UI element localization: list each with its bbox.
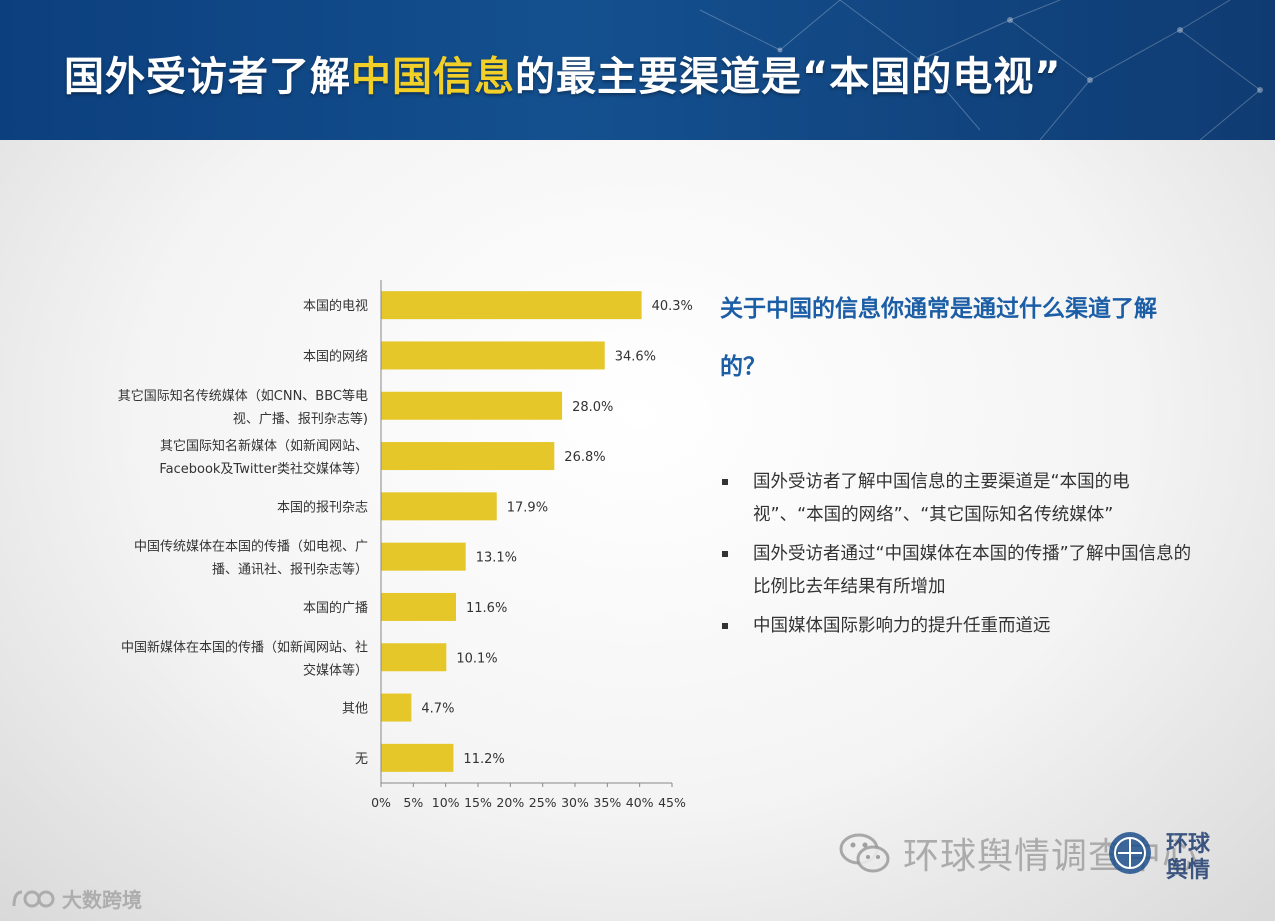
x-tick-label: 20%	[496, 795, 524, 810]
data-label: 11.2%	[463, 752, 504, 767]
x-tick-label: 10%	[432, 795, 460, 810]
brand-logo-icon	[12, 890, 55, 907]
bar	[381, 643, 447, 672]
category-label: 本国的电视	[303, 298, 368, 314]
bar	[381, 291, 642, 320]
wechat-icon	[839, 833, 890, 873]
bar	[381, 743, 454, 772]
category-label: 其它国际知名新媒体（如新闻网站、	[160, 438, 368, 454]
bar	[381, 492, 497, 521]
bar-chart: 40.3% 本国的电视 34.6% 本国的网络 28.0% 其它国际知名传统媒体（如CNN…	[118, 280, 693, 810]
data-label: 4.7%	[421, 702, 454, 717]
bullet-text: 国外受访者了解中国信息的主要渠道是“本国的电视”、“本国的网络”、“其它国际知名…	[753, 472, 1130, 525]
x-tick-label: 15%	[464, 795, 492, 810]
bar	[381, 592, 457, 621]
data-label: 28.0%	[572, 400, 613, 415]
svg-text:舆情: 舆情	[1166, 857, 1210, 883]
x-tick-label: 40%	[626, 795, 654, 810]
category-label: 视、广播、报刊杂志等)	[233, 411, 368, 427]
x-tick-label: 5%	[403, 795, 423, 810]
category-label: 交媒体等）	[303, 662, 368, 678]
data-label: 17.9%	[507, 500, 548, 515]
x-tick-label: 0%	[371, 795, 391, 810]
category-label: 本国的网络	[303, 348, 368, 364]
bullet-item: 国外受访者了解中国信息的主要渠道是“本国的电视”、“本国的网络”、“其它国际知名…	[720, 466, 1200, 532]
bullet-list: 国外受访者了解中国信息的主要渠道是“本国的电视”、“本国的网络”、“其它国际知名…	[720, 466, 1200, 649]
network-pattern-decoration	[699, 0, 1263, 140]
bar	[381, 341, 605, 370]
header-banner: 国外受访者了解中国信息的最主要渠道是“本国的电视”	[0, 0, 1275, 140]
data-label: 40.3%	[652, 299, 693, 314]
title-highlight: 中国信息	[351, 54, 515, 100]
svg-text:环球: 环球	[1166, 831, 1211, 857]
bar	[381, 391, 563, 420]
category-label: 其它国际知名传统媒体（如CNN、BBC等电	[118, 388, 368, 404]
bullet-square-icon	[722, 479, 728, 485]
data-label: 34.6%	[615, 349, 656, 364]
logo-seal-icon: 环球 舆情	[1109, 831, 1211, 883]
data-label: 10.1%	[456, 651, 497, 666]
category-label: Facebook及Twitter类社交媒体等）	[159, 461, 368, 477]
bullet-text: 中国媒体国际影响力的提升任重而道远	[753, 616, 1051, 636]
category-label: 其他	[342, 702, 368, 717]
data-label: 13.1%	[476, 551, 517, 566]
data-label: 26.8%	[564, 450, 605, 465]
bar	[381, 693, 412, 722]
bullet-square-icon	[722, 551, 728, 557]
bar	[381, 542, 466, 571]
x-tick-label: 35%	[593, 795, 621, 810]
data-label: 11.6%	[466, 601, 507, 616]
title-part-1: 国外受访者了解	[64, 54, 351, 100]
category-label: 中国新媒体在本国的传播（如新闻网站、社	[121, 639, 368, 655]
brand-watermark: 大数跨境	[10, 884, 142, 913]
x-tick-label: 30%	[561, 795, 589, 810]
bullet-square-icon	[722, 623, 728, 629]
x-tick-label: 45%	[658, 795, 686, 810]
x-tick-label: 25%	[529, 795, 557, 810]
bullet-item: 中国媒体国际影响力的提升任重而道远	[720, 610, 1200, 643]
brand-text: 大数跨境	[62, 888, 142, 912]
category-label: 本国的报刊杂志	[277, 499, 368, 515]
category-label: 播、通讯社、报刊杂志等）	[212, 562, 368, 578]
category-label: 无	[355, 752, 368, 767]
page-title: 国外受访者了解中国信息的最主要渠道是“本国的电视”	[64, 44, 1062, 102]
question-text: 关于中国的信息你通常是通过什么渠道了解的？	[720, 296, 1157, 380]
category-label: 中国传统媒体在本国的传播（如电视、广	[134, 539, 368, 555]
bar	[381, 442, 555, 471]
title-part-2: 的最主要渠道是“本国的电视”	[515, 54, 1062, 100]
bullet-item: 国外受访者通过“中国媒体在本国的传播”了解中国信息的比例比去年结果有所增加	[720, 538, 1200, 604]
bullet-text: 国外受访者通过“中国媒体在本国的传播”了解中国信息的比例比去年结果有所增加	[753, 544, 1192, 597]
category-label: 本国的广播	[303, 600, 368, 616]
